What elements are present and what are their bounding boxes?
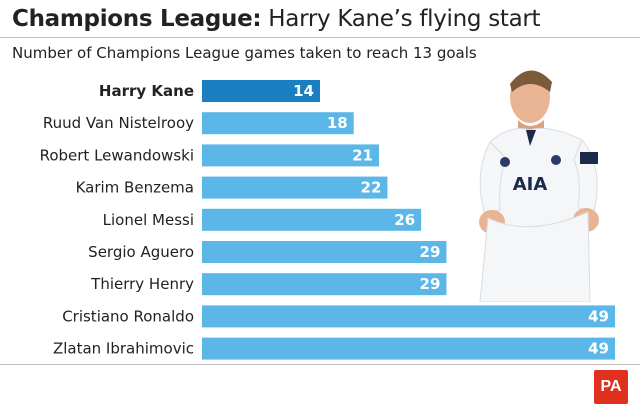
value-label-thierry-henry: 29 (420, 275, 441, 293)
value-label-ruud-van-nistelrooy: 18 (327, 114, 348, 132)
title-rest: Harry Kane’s flying start (268, 6, 541, 32)
title-bold: Champions League: (12, 6, 262, 32)
bar-sergio-aguero (202, 241, 447, 263)
category-label-robert-lewandowski: Robert Lewandowski (40, 146, 194, 164)
category-label-lionel-messi: Lionel Messi (103, 211, 194, 229)
bar-lionel-messi (202, 208, 422, 231)
pa-logo: PA (594, 370, 628, 404)
category-label-zlatan-ibrahimovic: Zlatan Ibrahimovic (53, 340, 194, 358)
value-label-harry-kane: 14 (293, 82, 314, 100)
bar-cristiano-ronaldo (202, 305, 615, 328)
bar-zlatan-ibrahimovic (202, 337, 615, 360)
value-label-robert-lewandowski: 21 (352, 146, 373, 164)
chart-title: Champions League: Harry Kane’s flying st… (12, 4, 541, 34)
category-label-sergio-aguero: Sergio Aguero (88, 243, 194, 261)
category-label-harry-kane: Harry Kane (99, 82, 194, 100)
category-label-karim-benzema: Karim Benzema (76, 179, 194, 197)
player-photo: AIA (479, 70, 599, 302)
value-label-lionel-messi: 26 (394, 211, 415, 229)
category-label-cristiano-ronaldo: Cristiano Ronaldo (62, 307, 194, 325)
category-label-ruud-van-nistelrooy: Ruud Van Nistelrooy (43, 114, 194, 132)
value-label-cristiano-ronaldo: 49 (588, 307, 609, 325)
value-label-karim-benzema: 22 (361, 179, 382, 197)
title-divider (0, 37, 640, 38)
value-label-zlatan-ibrahimovic: 49 (588, 340, 609, 358)
bar-karim-benzema (202, 176, 388, 199)
value-label-sergio-aguero: 29 (420, 243, 441, 261)
svg-text:AIA: AIA (513, 174, 548, 195)
footer-divider (0, 364, 640, 365)
chart-subtitle: Number of Champions League games taken t… (12, 44, 477, 62)
bar-harry-kane (202, 80, 320, 102)
category-label-thierry-henry: Thierry Henry (90, 275, 194, 293)
bar-thierry-henry (202, 273, 447, 296)
bar-robert-lewandowski (202, 144, 379, 167)
bar-ruud-van-nistelrooy (202, 112, 354, 135)
